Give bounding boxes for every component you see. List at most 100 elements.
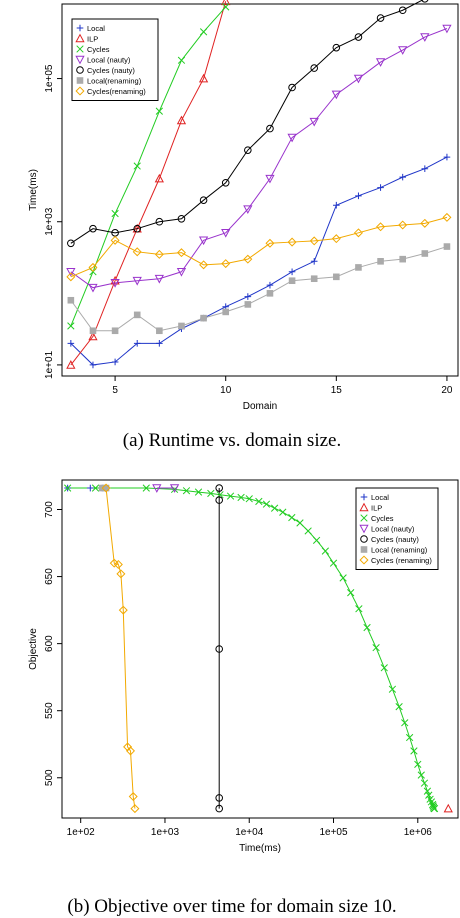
y-tick-label: 1e+05	[44, 64, 55, 93]
point-cycles	[425, 791, 433, 799]
legend-label-local: Local	[87, 24, 105, 33]
point-local	[288, 268, 296, 276]
point-local-nauty	[309, 117, 319, 127]
point-local-nauty	[375, 58, 386, 67]
legend-symbol-ilp	[75, 33, 85, 43]
point-cycles-nauty	[89, 224, 97, 233]
point-cycles	[237, 493, 245, 502]
series-line-local	[70, 156, 448, 366]
series-markers	[63, 483, 453, 814]
series-line-cycles	[70, 6, 227, 327]
point-local	[156, 340, 163, 347]
point-cycles-nauty	[310, 64, 319, 72]
point-cycles-renaming	[420, 218, 430, 228]
point-cycles-nauty	[376, 14, 385, 22]
point-cycles	[428, 800, 437, 809]
point-cycles	[288, 513, 296, 522]
point-cycles-renaming	[176, 248, 186, 258]
point-ilp	[198, 73, 209, 83]
point-cycles	[270, 504, 279, 512]
legend-symbol-ilp	[359, 502, 369, 512]
legend-label-local-renaming: Local(renaming)	[87, 76, 142, 85]
point-local-nauty	[176, 267, 187, 277]
y-tick-label: 550	[44, 702, 55, 719]
point-local	[333, 201, 340, 209]
chart-objective-vs-time: 1e+02 1e+03 1e+04 1e+05 1e+06 500 550 600 650 700…	[28, 479, 459, 854]
y-tick-label: 500	[44, 769, 55, 786]
point-ilp	[66, 360, 76, 369]
legend-symbol-local-renaming	[76, 77, 84, 84]
point-cycles	[262, 500, 271, 508]
point-cycles	[339, 574, 347, 582]
point-local-renaming	[310, 275, 318, 283]
series-markers	[66, 0, 452, 369]
point-cycles-nauty	[421, 0, 429, 3]
point-cycles	[63, 484, 72, 492]
series-line-local-nauty	[70, 28, 448, 289]
point-cycles	[321, 547, 330, 555]
point-cycles	[347, 589, 355, 597]
plot-frame	[61, 479, 459, 819]
point-cycles-nauty	[199, 196, 208, 204]
series-line-local-renaming	[70, 246, 448, 332]
legend-box	[71, 18, 159, 101]
point-cycles	[410, 747, 418, 755]
point-cycles-renaming	[442, 212, 452, 222]
point-local-renaming	[377, 258, 384, 265]
point-cycles	[111, 209, 119, 218]
legend-label-local: Local	[371, 493, 389, 502]
legend-symbol-local	[76, 24, 84, 32]
point-cycles-nauty	[67, 239, 75, 248]
point-cycles	[91, 484, 100, 492]
caption-a: (a) Runtime vs. domain size.	[123, 430, 341, 451]
point-cycles	[279, 508, 287, 516]
legend-symbol-cycles	[76, 45, 84, 53]
series-line-ilp	[70, 1, 227, 366]
series-line-cycles-renaming	[70, 216, 448, 278]
point-local	[377, 184, 384, 191]
x-tick-label: 1e+04	[235, 827, 264, 838]
point-cycles	[245, 495, 253, 503]
point-cycles	[417, 771, 425, 779]
point-cycles-renaming	[243, 254, 253, 264]
legend-symbol-cycles-renaming	[359, 555, 369, 565]
point-cycles	[226, 492, 235, 500]
point-cycles	[133, 162, 141, 170]
point-cycles	[155, 107, 163, 115]
point-local-nauty	[331, 90, 341, 100]
point-cycles	[420, 779, 429, 787]
legend-label-local-nauty: Local (nauty)	[371, 524, 415, 533]
point-cycles-renaming	[132, 247, 142, 257]
y-tick-label: 1e+01	[44, 350, 55, 379]
point-local-renaming	[133, 311, 141, 319]
point-cycles-renaming	[265, 238, 275, 248]
point-cycles-nauty	[266, 124, 274, 133]
legend-symbol-local	[360, 493, 368, 501]
legend-label-cycles-renaming: Cycles (renaming)	[371, 556, 432, 565]
axis-ticks: 1e+02 1e+03 1e+04 1e+05 1e+06 500 550 600 650 700	[44, 501, 432, 838]
point-local-renaming	[156, 327, 163, 335]
point-local-renaming	[102, 484, 110, 492]
point-cycles-renaming	[128, 792, 138, 802]
point-cycles-renaming	[110, 235, 120, 245]
x-tick-label: 1e+05	[319, 827, 348, 838]
point-cycles-renaming	[376, 222, 386, 232]
point-local-nauty	[353, 74, 364, 84]
legend-label-local-renaming: Local (renaming)	[371, 545, 428, 554]
point-cycles-nauty	[215, 484, 223, 492]
point-cycles	[304, 527, 312, 535]
y-axis-label: Time(ms)	[28, 169, 39, 211]
legend-label-ilp: ILP	[87, 34, 98, 43]
point-ilp	[176, 115, 187, 125]
point-cycles	[329, 559, 338, 567]
point-local-nauty	[287, 133, 297, 143]
point-cycles	[255, 497, 263, 506]
legend-symbol-local-nauty	[75, 55, 85, 65]
point-local-renaming	[200, 314, 207, 322]
point-local-renaming	[244, 301, 252, 308]
x-axis-label: Time(ms)	[239, 843, 281, 854]
y-tick-label: 700	[44, 501, 55, 518]
point-cycles	[67, 322, 75, 330]
legend-symbol-local-nauty	[359, 524, 369, 534]
point-local-renaming	[355, 264, 362, 271]
